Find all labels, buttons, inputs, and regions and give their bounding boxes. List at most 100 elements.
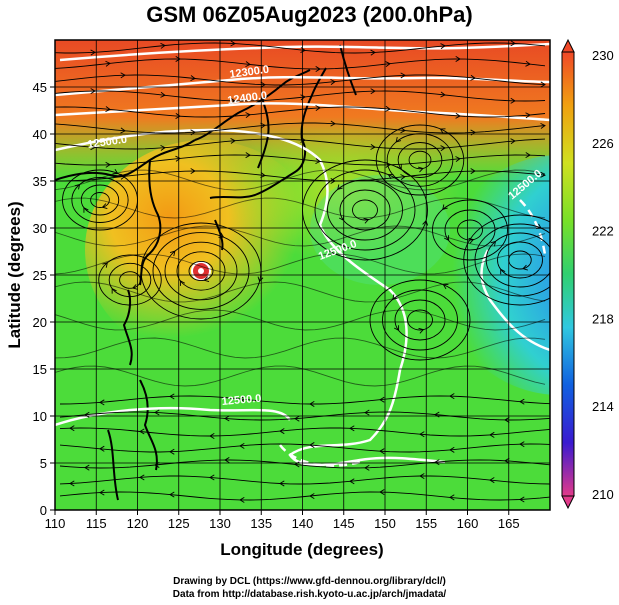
streamline-arrow — [379, 489, 385, 496]
streamline-arrow — [300, 94, 306, 101]
streamline-arrow — [99, 399, 105, 406]
streamline-arrow — [400, 72, 406, 79]
streamline-loop — [408, 150, 432, 170]
streamline-arrow — [139, 474, 145, 481]
streamline — [55, 106, 546, 118]
streamline-arrow — [490, 240, 497, 247]
streamline-arrow — [442, 204, 448, 211]
streamline-arrow — [260, 81, 266, 88]
streamline-arrow — [245, 112, 251, 119]
streamline-arrow — [99, 489, 105, 496]
streamline-arrow — [69, 480, 75, 487]
streamline-loop — [327, 179, 403, 241]
streamline — [55, 169, 546, 191]
streamline — [55, 42, 546, 54]
colorbar-tick-label: 226 — [592, 136, 614, 151]
streamline-loop — [80, 184, 120, 216]
streamline-arrow — [470, 129, 476, 136]
streamline-loop — [302, 159, 428, 261]
streamline-arrow — [160, 91, 166, 98]
streamline — [59, 395, 550, 405]
x-tick-label: 150 — [374, 516, 396, 531]
streamline-arrow — [154, 409, 160, 416]
streamline-arrow — [525, 112, 531, 119]
streamline-arrow — [468, 237, 475, 244]
streamline-arrow — [400, 174, 406, 180]
y-tick-label: 35 — [33, 174, 47, 189]
x-tick-label: 160 — [457, 516, 479, 531]
x-tick-label: 165 — [498, 516, 520, 531]
streamline-arrow — [419, 431, 425, 438]
streamline-arrow — [209, 433, 215, 439]
x-tick-label: 120 — [127, 516, 149, 531]
streamline — [59, 475, 550, 485]
x-tick-label: 110 — [45, 516, 66, 531]
streamline-arrow — [395, 136, 402, 143]
streamline-loop — [339, 189, 391, 231]
streamline-arrow — [422, 219, 429, 226]
streamline-arrow — [230, 97, 236, 104]
streamline-arrow — [209, 474, 215, 481]
streamline-arrow — [449, 393, 455, 400]
streamline-arrow — [160, 42, 166, 49]
dashed-contours — [279, 199, 547, 467]
streamline-arrow — [99, 445, 105, 452]
streamline — [55, 122, 546, 134]
streamline — [59, 459, 550, 469]
colorbar: 230 226 222 218 214 210 — [561, 38, 614, 510]
streamline-arrow — [439, 128, 446, 134]
y-tick-label: 5 — [40, 456, 47, 471]
streamline-arrow — [90, 88, 96, 95]
colorbar-tick-label: 218 — [592, 311, 614, 326]
y-tick-label: 10 — [33, 409, 47, 424]
streamline-arrow — [105, 161, 111, 168]
streamline-arrow — [449, 494, 455, 501]
streamline-arrow — [294, 461, 300, 468]
streamline-arrow — [218, 232, 225, 238]
map-title: GSM 06Z05Aug2023 (200.0hPa) — [146, 2, 473, 27]
streamline-arrow — [169, 250, 176, 257]
x-axis: 110 115 120 125 130 135 140 145 150 155 160 165 — [45, 510, 520, 531]
streamline-loop — [508, 250, 532, 270]
typhoon-center — [191, 261, 211, 281]
streamline-arrow — [525, 152, 531, 159]
colorbar-top-arrow — [561, 38, 575, 53]
streamline — [55, 58, 546, 70]
streamline-arrow — [489, 431, 495, 438]
streamline — [55, 281, 546, 303]
streamline-arrow — [300, 47, 306, 53]
colorbar-ticks: 230 226 222 218 214 210 — [592, 48, 614, 502]
credit-data: Data from http://database.rish.kyoto-u.a… — [172, 589, 447, 600]
streamline — [55, 197, 546, 219]
streamline-arrow — [101, 203, 108, 209]
streamline-arrow — [120, 72, 126, 79]
streamline — [55, 309, 546, 331]
streamline — [55, 365, 546, 387]
streamlines — [55, 40, 550, 503]
streamline-arrow — [393, 325, 400, 332]
streamline-loop — [352, 199, 378, 221]
y-axis: 0 5 10 15 20 25 30 35 40 45 — [33, 80, 55, 518]
streamline-arrow — [364, 409, 370, 416]
streamline-arrow — [69, 425, 75, 432]
streamline-loop — [386, 133, 454, 187]
streamline-arrow — [417, 166, 424, 173]
streamline-arrow — [279, 480, 285, 487]
streamline-arrow — [90, 144, 96, 151]
streamline-arrow — [175, 113, 181, 119]
streamline-arrow — [315, 105, 321, 112]
x-tick-label: 125 — [168, 516, 190, 531]
contour-label: 12300.0 — [229, 64, 270, 81]
streamline-arrow — [379, 396, 385, 403]
y-tick-label: 45 — [33, 80, 47, 95]
streamline-arrow — [175, 155, 181, 162]
streamline-arrow — [102, 262, 108, 268]
streamline-arrow — [330, 79, 336, 85]
x-tick-label: 135 — [250, 516, 272, 531]
streamline-arrow — [540, 81, 546, 88]
streamline — [59, 411, 550, 421]
warm-patch — [220, 120, 460, 260]
streamline-arrow — [160, 144, 166, 151]
map-plot-area: 12300.0 12400.0 12500.0 12500.0 12500.0 … — [55, 40, 550, 510]
streamline-loop — [98, 254, 162, 306]
